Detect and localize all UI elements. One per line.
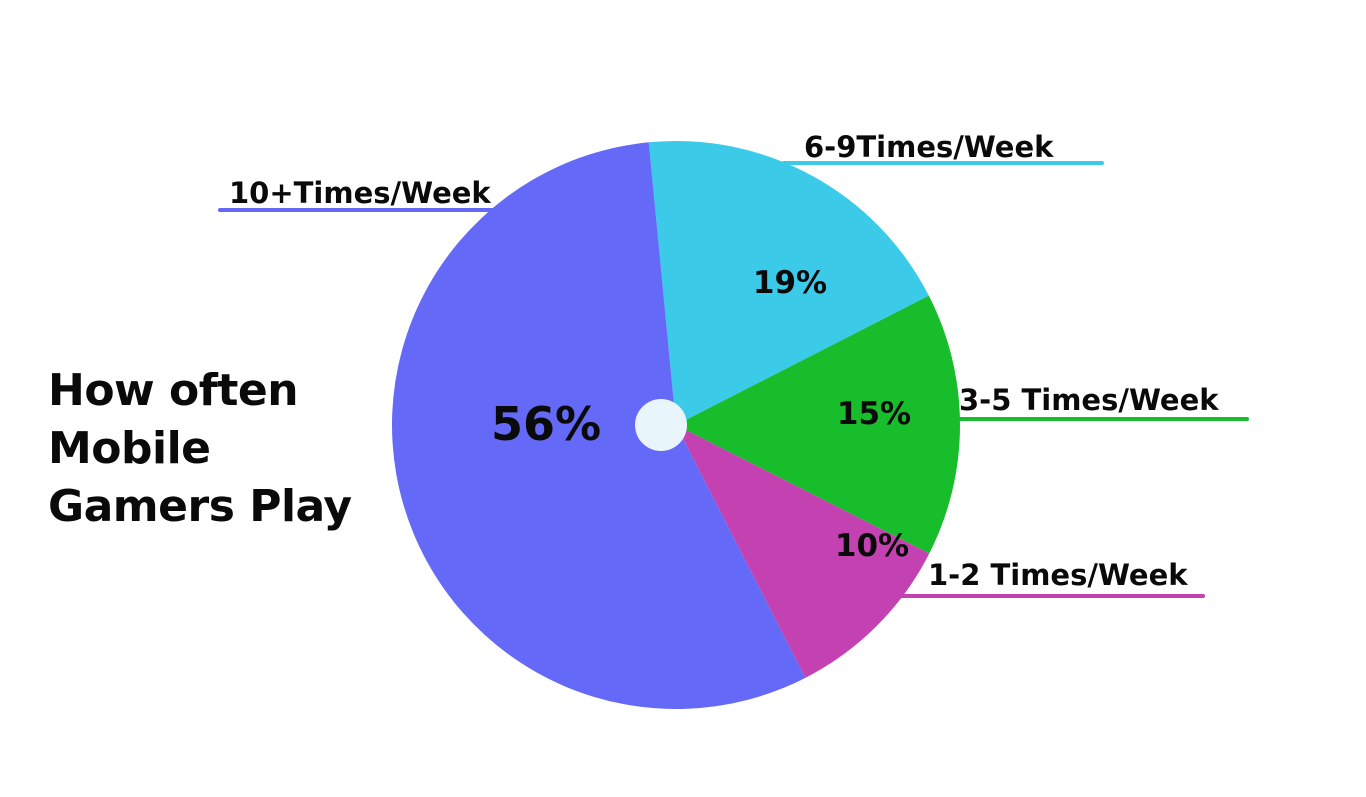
data-label-10-times-week: 56% — [491, 397, 601, 451]
labels-layer: 56% 19% 15% 10% 10+Times/Week 6-9Times/Week 3-… — [218, 130, 1249, 598]
slices-layer — [391, 141, 961, 710]
data-label-6-9times-week: 19% — [753, 265, 827, 301]
legend-label-1-2-times-week: 1-2 Times/Week — [928, 558, 1188, 592]
pie-center-hole — [635, 399, 687, 451]
data-label-1-2-times-week: 10% — [835, 528, 909, 564]
pie-slice-10-times-week — [391, 142, 806, 710]
pie-slice-6-9times-week — [648, 141, 929, 425]
chart-title: How often Mobile Gamers Play — [48, 362, 388, 536]
chart-title-line-2: Mobile — [48, 423, 211, 474]
pie-slice-1-2-times-week — [676, 425, 930, 678]
pie-slice-3-5-times-week — [676, 295, 961, 554]
legend-label-6-9times-week: 6-9Times/Week — [804, 130, 1054, 164]
chart-title-line-1: How often — [48, 365, 299, 416]
chart-title-line-3: Gamers Play — [48, 481, 352, 532]
legend-label-3-5-times-week: 3-5 Times/Week — [959, 383, 1219, 417]
legend-label-10-times-week: 10+Times/Week — [229, 176, 491, 210]
data-label-3-5-times-week: 15% — [837, 396, 911, 432]
